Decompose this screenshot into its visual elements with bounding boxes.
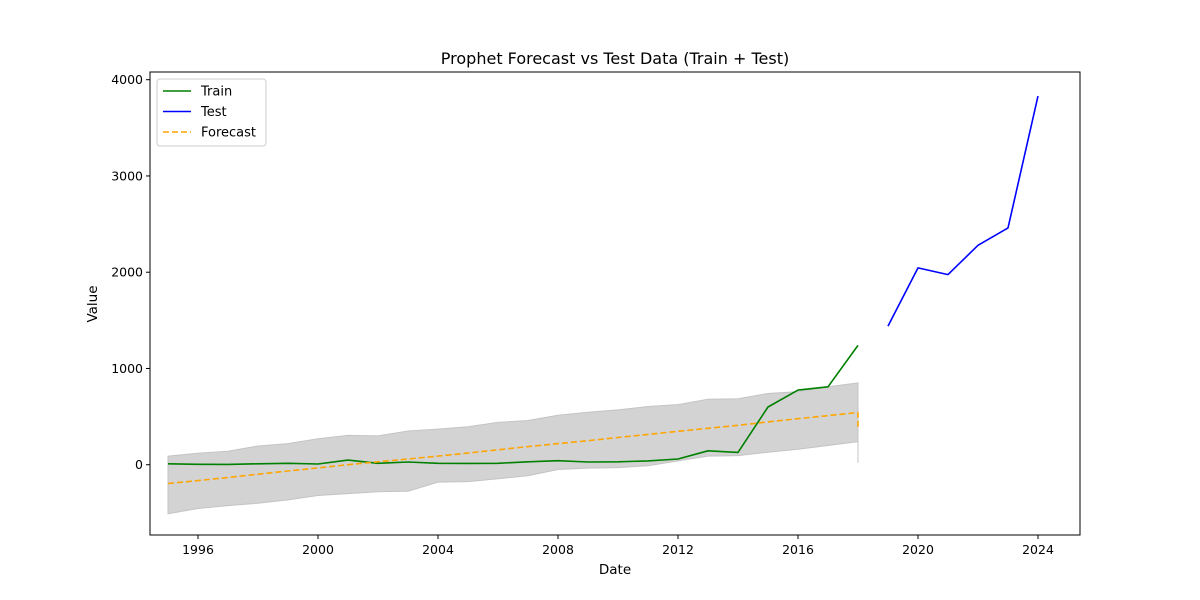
x-tick-label: 1996 — [182, 542, 214, 557]
x-axis-ticks: 1996 2000 2004 2008 2012 2016 2020 2024 — [182, 535, 1054, 557]
y-tick-label: 0 — [135, 457, 143, 472]
y-axis-label: Value — [85, 285, 101, 322]
y-tick-label: 3000 — [111, 168, 143, 183]
y-tick-label: 1000 — [111, 361, 143, 376]
x-tick-label: 2012 — [662, 542, 694, 557]
series-line-test — [887, 95, 1039, 327]
legend: Train Test Forecast — [156, 78, 267, 147]
legend-box — [156, 78, 267, 147]
series-line-forecast — [167, 411, 859, 485]
y-tick-label: 4000 — [111, 72, 143, 87]
series-line-train — [167, 344, 859, 466]
x-tick-label: 2000 — [302, 542, 334, 557]
legend-label-train: Train — [200, 85, 232, 100]
x-tick-label: 2008 — [542, 542, 574, 557]
plot-area — [167, 95, 1039, 515]
x-tick-label: 2020 — [902, 542, 934, 557]
legend-label-forecast: Forecast — [201, 126, 256, 141]
y-axis-ticks: 0 1000 2000 3000 4000 — [111, 72, 150, 472]
chart-title: Prophet Forecast vs Test Data (Train + T… — [441, 49, 789, 68]
x-tick-label: 2016 — [782, 542, 814, 557]
legend-label-test: Test — [200, 105, 227, 120]
x-tick-label: 2024 — [1022, 542, 1054, 557]
x-axis-label: Date — [599, 562, 631, 578]
axes-frame — [149, 71, 1081, 536]
y-tick-label: 2000 — [111, 265, 143, 280]
x-tick-label: 2004 — [422, 542, 454, 557]
